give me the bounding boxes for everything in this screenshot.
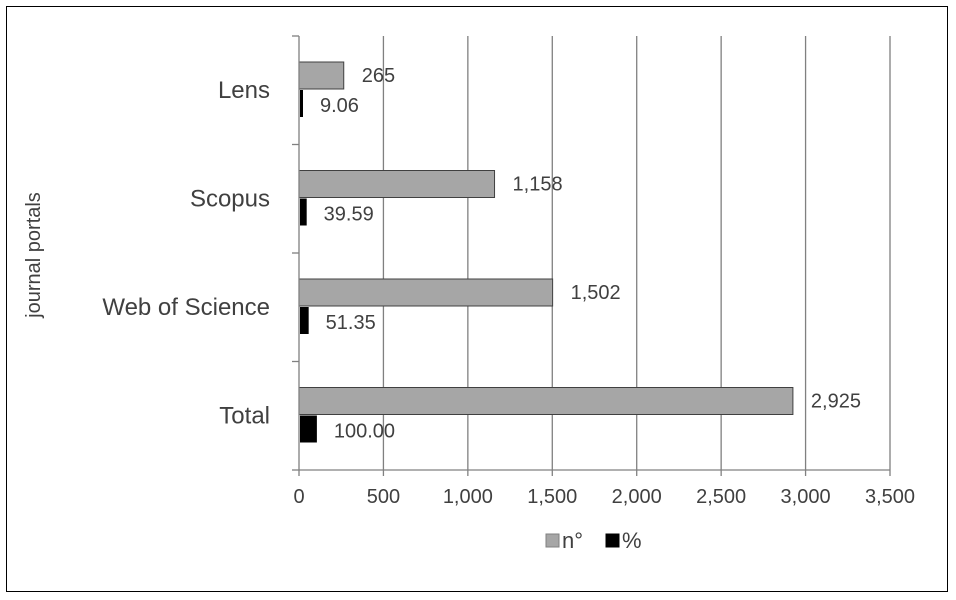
bar-count [298, 278, 554, 307]
category-labels: Lens Scopus Web of Science Total [102, 77, 270, 430]
category-label: Scopus [190, 186, 270, 213]
category-ticks [292, 35, 299, 471]
x-tick-label: 2,500 [696, 486, 746, 508]
bar-percent-label: 39.59 [324, 204, 374, 226]
category-label: Web of Science [102, 294, 270, 321]
bar-percent [300, 415, 317, 443]
x-tick-label: 0 [293, 486, 304, 508]
x-tick-label: 1,500 [527, 486, 577, 508]
legend-swatch [545, 533, 560, 548]
legend-label: % [622, 528, 642, 553]
bar-count [298, 387, 794, 415]
bar-count-label: 265 [362, 65, 395, 87]
x-tick-label: 1,000 [443, 486, 493, 508]
bar-percent-label: 100.00 [334, 421, 395, 443]
bar-count-label: 1,502 [571, 282, 621, 304]
y-axis-title: journal portals [23, 192, 45, 319]
bar-percent-label: 9.06 [320, 95, 359, 117]
x-tick-label: 3,000 [781, 486, 831, 508]
x-tick-labels: 0 500 1,000 1,500 2,000 2,500 3,000 3,500 [293, 486, 915, 508]
bar-count [298, 61, 345, 90]
bar-percent [300, 90, 303, 117]
bar-percent [300, 307, 309, 334]
x-tick-label: 3,500 [865, 486, 915, 508]
bars [298, 61, 794, 443]
axes [298, 36, 891, 476]
legend-label: n° [562, 528, 583, 553]
category-label: Total [219, 403, 270, 430]
legend-swatch [605, 533, 620, 548]
bar-percent [300, 198, 307, 226]
bar-count-label: 2,925 [811, 391, 861, 413]
x-tick-label: 500 [367, 486, 400, 508]
x-tick-label: 2,000 [612, 486, 662, 508]
bar-percent-label: 51.35 [326, 312, 376, 334]
bar-count-label: 1,158 [513, 174, 563, 196]
category-label: Lens [218, 77, 270, 104]
legend: n°% [545, 528, 642, 553]
bar-count [298, 170, 496, 198]
